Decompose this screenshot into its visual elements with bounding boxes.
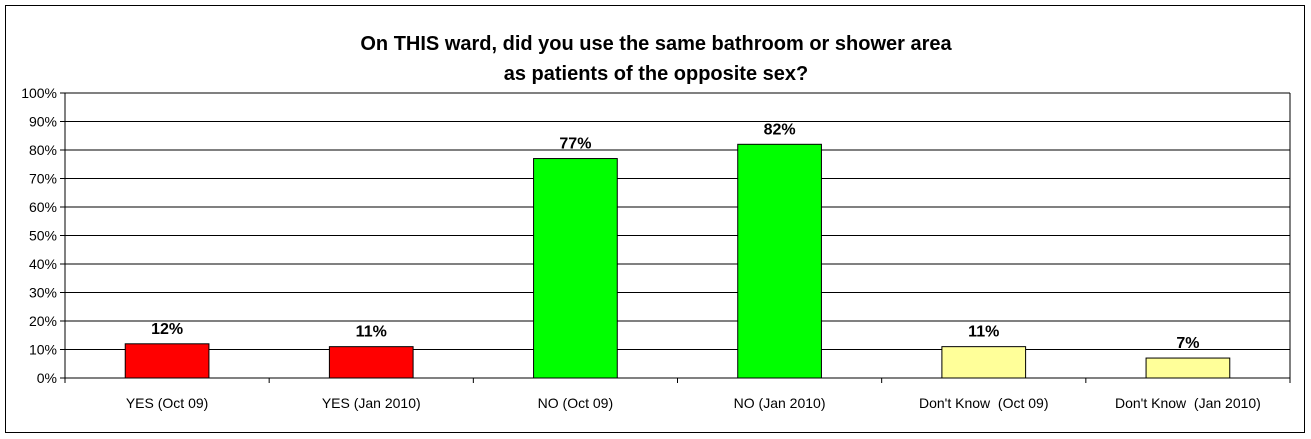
bar xyxy=(1145,357,1231,379)
bar xyxy=(941,346,1027,379)
y-tick-label: 50% xyxy=(29,228,57,244)
bar xyxy=(737,143,822,379)
y-tick-label: 70% xyxy=(29,171,57,187)
y-tick-label: 100% xyxy=(21,85,57,101)
y-axis-ticks: 0% 10% 20% 30% 40% 50% 60% 70% 80% 90% 100% xyxy=(21,85,65,386)
data-label: 77% xyxy=(559,136,591,153)
data-label: 82% xyxy=(764,121,796,138)
y-tick-label: 60% xyxy=(29,199,57,215)
x-tick-label: Don't Know (Jan 2010) xyxy=(1115,395,1261,411)
x-tick-label: YES (Oct 09) xyxy=(126,395,208,411)
chart-subtitle: as patients of the opposite sex? xyxy=(504,63,809,85)
data-label: 7% xyxy=(1176,335,1199,352)
gridlines xyxy=(65,92,1290,350)
x-tick-label: NO (Jan 2010) xyxy=(734,395,826,411)
y-tick-label: 80% xyxy=(29,142,57,158)
y-tick-label: 40% xyxy=(29,256,57,272)
chart-frame xyxy=(5,5,1305,433)
chart-title: On THIS ward, did you use the same bathr… xyxy=(360,33,952,55)
data-label: 11% xyxy=(356,324,387,341)
x-tick-label: NO (Oct 09) xyxy=(538,395,613,411)
y-tick-label: 10% xyxy=(29,342,57,358)
y-tick-label: 0% xyxy=(37,370,57,386)
axes xyxy=(64,93,1291,383)
data-label: 11% xyxy=(968,324,999,341)
bar xyxy=(124,343,210,379)
y-tick-label: 20% xyxy=(29,313,57,329)
data-labels: 12% 11% 77% 82% 11% 7% xyxy=(151,121,1199,352)
bar xyxy=(533,158,618,379)
y-tick-label: 30% xyxy=(29,285,57,301)
x-tick-label: Don't Know (Oct 09) xyxy=(919,395,1049,411)
data-label: 12% xyxy=(151,321,183,338)
bar xyxy=(328,346,414,379)
bars xyxy=(124,143,1231,379)
x-axis-categories: YES (Oct 09) YES (Jan 2010) NO (Oct 09) NO … xyxy=(126,395,1261,411)
x-tick-label: YES (Jan 2010) xyxy=(322,395,421,411)
y-tick-label: 90% xyxy=(29,114,57,130)
